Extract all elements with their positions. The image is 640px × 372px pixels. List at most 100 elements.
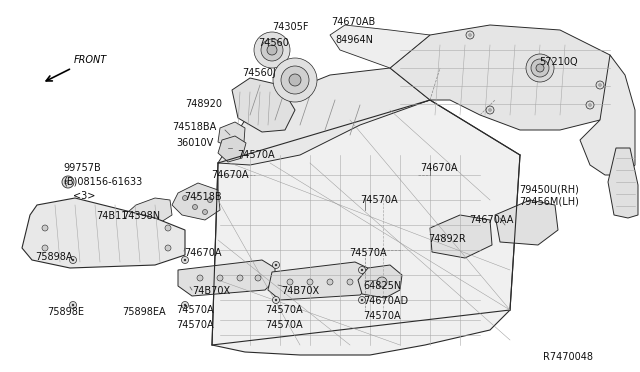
Polygon shape bbox=[358, 265, 402, 298]
Text: 74670AD: 74670AD bbox=[363, 296, 408, 306]
Polygon shape bbox=[172, 183, 220, 220]
Circle shape bbox=[165, 245, 171, 251]
Text: 74570A: 74570A bbox=[176, 305, 214, 315]
Circle shape bbox=[307, 279, 313, 285]
Text: 99757B: 99757B bbox=[63, 163, 100, 173]
Text: 74570A: 74570A bbox=[349, 248, 387, 258]
Circle shape bbox=[70, 257, 77, 263]
Circle shape bbox=[261, 39, 283, 61]
Text: 74518BA: 74518BA bbox=[172, 122, 216, 132]
Text: 74518B: 74518B bbox=[184, 192, 221, 202]
Circle shape bbox=[42, 225, 48, 231]
Circle shape bbox=[598, 83, 602, 87]
Text: 75898EA: 75898EA bbox=[122, 307, 166, 317]
Text: 75898A: 75898A bbox=[35, 252, 72, 262]
Text: 64825N: 64825N bbox=[363, 281, 401, 291]
Text: 74570A: 74570A bbox=[176, 320, 214, 330]
Text: 74B70X: 74B70X bbox=[281, 286, 319, 296]
Text: 79456M(LH): 79456M(LH) bbox=[519, 197, 579, 207]
Circle shape bbox=[254, 32, 290, 68]
Polygon shape bbox=[580, 55, 635, 175]
Circle shape bbox=[486, 106, 494, 114]
Circle shape bbox=[202, 209, 207, 215]
Polygon shape bbox=[608, 148, 638, 218]
Circle shape bbox=[217, 275, 223, 281]
Text: 74670A: 74670A bbox=[420, 163, 458, 173]
Polygon shape bbox=[218, 136, 246, 162]
Text: 74B11: 74B11 bbox=[96, 211, 127, 221]
Circle shape bbox=[182, 257, 189, 263]
Circle shape bbox=[361, 299, 363, 301]
Circle shape bbox=[526, 54, 554, 82]
Polygon shape bbox=[212, 100, 520, 355]
Polygon shape bbox=[430, 215, 492, 258]
Polygon shape bbox=[22, 198, 185, 268]
Circle shape bbox=[275, 264, 277, 266]
Circle shape bbox=[237, 275, 243, 281]
Text: 74570A: 74570A bbox=[265, 320, 303, 330]
Text: 36010V: 36010V bbox=[176, 138, 213, 148]
Circle shape bbox=[488, 109, 492, 112]
Circle shape bbox=[536, 64, 544, 72]
Text: 74560J: 74560J bbox=[242, 68, 276, 78]
Polygon shape bbox=[495, 200, 558, 245]
Text: <3>: <3> bbox=[73, 191, 95, 201]
Circle shape bbox=[358, 296, 365, 304]
Text: 75898E: 75898E bbox=[47, 307, 84, 317]
Text: 74560: 74560 bbox=[258, 38, 289, 48]
Polygon shape bbox=[232, 78, 295, 132]
Circle shape bbox=[165, 225, 171, 231]
Circle shape bbox=[275, 299, 277, 301]
Text: 74570A: 74570A bbox=[237, 150, 275, 160]
Text: B: B bbox=[64, 180, 68, 185]
Text: 74670AB: 74670AB bbox=[331, 17, 375, 27]
Text: 74670A: 74670A bbox=[211, 170, 248, 180]
Circle shape bbox=[586, 101, 594, 109]
Circle shape bbox=[184, 259, 186, 261]
Circle shape bbox=[589, 103, 591, 106]
Text: 74670A: 74670A bbox=[184, 248, 221, 258]
Circle shape bbox=[184, 304, 186, 306]
Circle shape bbox=[273, 58, 317, 102]
Circle shape bbox=[72, 304, 74, 306]
Circle shape bbox=[273, 262, 280, 269]
Text: 74398N: 74398N bbox=[122, 211, 160, 221]
Circle shape bbox=[287, 279, 293, 285]
Polygon shape bbox=[330, 25, 430, 68]
Circle shape bbox=[72, 259, 74, 261]
Polygon shape bbox=[178, 260, 275, 296]
Circle shape bbox=[197, 275, 203, 281]
Text: 74892R: 74892R bbox=[428, 234, 466, 244]
Polygon shape bbox=[128, 198, 172, 224]
Text: FRONT: FRONT bbox=[74, 55, 108, 65]
Circle shape bbox=[466, 31, 474, 39]
Circle shape bbox=[281, 66, 309, 94]
Circle shape bbox=[361, 269, 363, 271]
Polygon shape bbox=[268, 262, 372, 300]
Text: 74570A: 74570A bbox=[265, 305, 303, 315]
Text: (B)08156-61633: (B)08156-61633 bbox=[63, 177, 142, 187]
Circle shape bbox=[358, 266, 365, 273]
Polygon shape bbox=[218, 68, 430, 165]
Circle shape bbox=[207, 198, 212, 202]
Text: R7470048: R7470048 bbox=[543, 352, 593, 362]
Circle shape bbox=[70, 301, 77, 308]
Circle shape bbox=[42, 245, 48, 251]
Circle shape bbox=[182, 196, 188, 201]
Text: 79450U(RH): 79450U(RH) bbox=[519, 185, 579, 195]
Circle shape bbox=[347, 279, 353, 285]
Circle shape bbox=[468, 33, 472, 36]
Text: 57210Q: 57210Q bbox=[539, 57, 578, 67]
Circle shape bbox=[377, 277, 387, 287]
Circle shape bbox=[193, 205, 198, 209]
Text: 74305F: 74305F bbox=[272, 22, 308, 32]
Circle shape bbox=[596, 81, 604, 89]
Polygon shape bbox=[218, 122, 245, 148]
Text: 74570A: 74570A bbox=[360, 195, 397, 205]
Text: 748920: 748920 bbox=[185, 99, 222, 109]
Circle shape bbox=[327, 279, 333, 285]
Circle shape bbox=[273, 296, 280, 304]
Polygon shape bbox=[390, 25, 625, 130]
Text: 74670AA: 74670AA bbox=[469, 215, 513, 225]
Circle shape bbox=[267, 45, 277, 55]
